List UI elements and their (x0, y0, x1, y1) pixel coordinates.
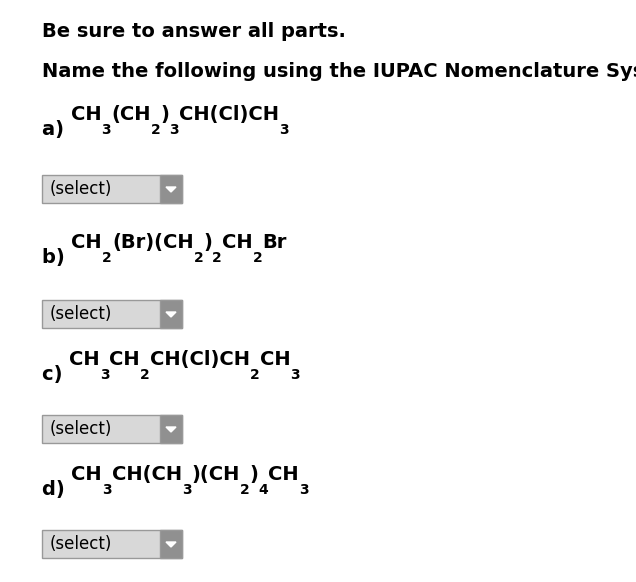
Text: Be sure to answer all parts.: Be sure to answer all parts. (42, 22, 346, 41)
Polygon shape (166, 542, 176, 547)
Text: 3: 3 (101, 123, 111, 137)
Text: 3: 3 (182, 483, 191, 497)
Text: CH: CH (71, 105, 101, 124)
Text: 3: 3 (279, 123, 288, 137)
Text: ): ) (249, 465, 258, 484)
Text: CH(Cl)CH: CH(Cl)CH (150, 350, 250, 369)
Text: 4: 4 (258, 483, 268, 497)
Text: CH: CH (69, 350, 100, 369)
Text: (CH: (CH (111, 105, 151, 124)
Text: b): b) (42, 248, 71, 267)
Text: 2: 2 (140, 368, 150, 382)
Text: 3: 3 (102, 483, 112, 497)
Bar (42, 300, 182, 328)
Text: CH: CH (71, 465, 102, 484)
Text: 3: 3 (290, 368, 300, 382)
Bar (160, 300, 182, 328)
Bar (160, 175, 182, 203)
Text: Br: Br (262, 233, 287, 252)
Text: (select): (select) (50, 180, 113, 198)
Text: CH: CH (268, 465, 299, 484)
Text: 2: 2 (252, 251, 262, 265)
Text: 3: 3 (169, 123, 179, 137)
Text: )(CH: )(CH (191, 465, 240, 484)
Text: 2: 2 (212, 251, 222, 265)
Text: (select): (select) (50, 420, 113, 438)
Text: (select): (select) (50, 305, 113, 323)
Polygon shape (166, 187, 176, 192)
Text: d): d) (42, 480, 71, 499)
Text: 2: 2 (102, 251, 112, 265)
Bar (160, 415, 182, 443)
Text: CH(CH: CH(CH (112, 465, 182, 484)
Text: (select): (select) (50, 535, 113, 553)
Text: 3: 3 (299, 483, 308, 497)
Polygon shape (166, 427, 176, 432)
Text: 2: 2 (250, 368, 259, 382)
Text: c): c) (42, 365, 69, 384)
Bar (160, 530, 182, 558)
Bar (42, 530, 182, 558)
Text: ): ) (160, 105, 169, 124)
Text: (Br)(CH: (Br)(CH (112, 233, 193, 252)
Text: ): ) (204, 233, 212, 252)
Text: CH: CH (222, 233, 252, 252)
Polygon shape (166, 312, 176, 317)
Text: 2: 2 (193, 251, 204, 265)
Text: 2: 2 (240, 483, 249, 497)
Text: a): a) (42, 120, 71, 139)
Text: CH: CH (259, 350, 290, 369)
Text: Name the following using the IUPAC Nomenclature System:: Name the following using the IUPAC Nomen… (42, 62, 636, 81)
Text: CH: CH (109, 350, 140, 369)
Text: CH(Cl)CH: CH(Cl)CH (179, 105, 279, 124)
Text: 2: 2 (151, 123, 160, 137)
Text: CH: CH (71, 233, 102, 252)
Text: 3: 3 (100, 368, 109, 382)
Bar (42, 415, 182, 443)
Bar (42, 175, 182, 203)
